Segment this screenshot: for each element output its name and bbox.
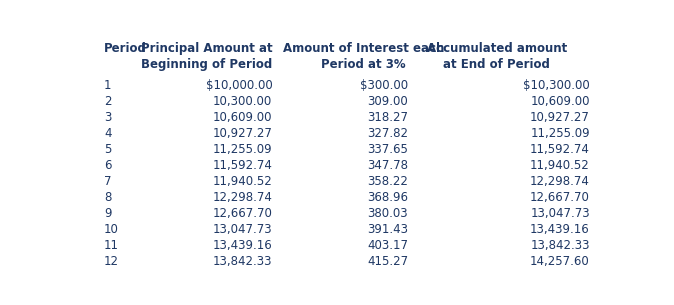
Text: 6: 6 — [104, 159, 112, 172]
Text: 10,609.00: 10,609.00 — [530, 95, 590, 108]
Text: 368.96: 368.96 — [367, 191, 408, 204]
Text: 347.78: 347.78 — [367, 159, 408, 172]
Text: 337.65: 337.65 — [367, 143, 408, 156]
Text: 11,255.09: 11,255.09 — [213, 143, 272, 156]
Text: 5: 5 — [104, 143, 111, 156]
Text: 3: 3 — [104, 111, 111, 124]
Text: 380.03: 380.03 — [367, 207, 408, 220]
Text: Amount of Interest each
Period at 3%: Amount of Interest each Period at 3% — [283, 42, 444, 71]
Text: 11,255.09: 11,255.09 — [530, 127, 590, 140]
Text: 7: 7 — [104, 175, 112, 188]
Text: Principal Amount at
Beginning of Period: Principal Amount at Beginning of Period — [141, 42, 273, 71]
Text: 2: 2 — [104, 95, 112, 108]
Text: 11,592.74: 11,592.74 — [212, 159, 272, 172]
Text: 13,047.73: 13,047.73 — [530, 207, 590, 220]
Text: 358.22: 358.22 — [367, 175, 408, 188]
Text: 8: 8 — [104, 191, 111, 204]
Text: 327.82: 327.82 — [367, 127, 408, 140]
Text: 10: 10 — [104, 223, 119, 236]
Text: 11,940.52: 11,940.52 — [212, 175, 272, 188]
Text: 13,842.33: 13,842.33 — [213, 255, 272, 268]
Text: 11,940.52: 11,940.52 — [530, 159, 590, 172]
Text: 10,927.27: 10,927.27 — [212, 127, 272, 140]
Text: 391.43: 391.43 — [367, 223, 408, 236]
Text: 12: 12 — [104, 255, 119, 268]
Text: 403.17: 403.17 — [367, 239, 408, 252]
Text: $300.00: $300.00 — [360, 79, 408, 92]
Text: 415.27: 415.27 — [367, 255, 408, 268]
Text: Period: Period — [104, 42, 147, 56]
Text: 13,842.33: 13,842.33 — [530, 239, 590, 252]
Text: 1: 1 — [104, 79, 112, 92]
Text: 309.00: 309.00 — [367, 95, 408, 108]
Text: 12,667.70: 12,667.70 — [212, 207, 272, 220]
Text: 12,298.74: 12,298.74 — [530, 175, 590, 188]
Text: 318.27: 318.27 — [367, 111, 408, 124]
Text: 11: 11 — [104, 239, 119, 252]
Text: 12,298.74: 12,298.74 — [212, 191, 272, 204]
Text: Accumulated amount
at End of Period: Accumulated amount at End of Period — [427, 42, 567, 71]
Text: 13,439.16: 13,439.16 — [212, 239, 272, 252]
Text: 4: 4 — [104, 127, 112, 140]
Text: 10,300.00: 10,300.00 — [213, 95, 272, 108]
Text: 13,047.73: 13,047.73 — [213, 223, 272, 236]
Text: $10,000.00: $10,000.00 — [206, 79, 272, 92]
Text: 10,927.27: 10,927.27 — [530, 111, 590, 124]
Text: $10,300.00: $10,300.00 — [523, 79, 590, 92]
Text: 10,609.00: 10,609.00 — [213, 111, 272, 124]
Text: 11,592.74: 11,592.74 — [530, 143, 590, 156]
Text: 14,257.60: 14,257.60 — [530, 255, 590, 268]
Text: 12,667.70: 12,667.70 — [530, 191, 590, 204]
Text: 9: 9 — [104, 207, 112, 220]
Text: 13,439.16: 13,439.16 — [530, 223, 590, 236]
